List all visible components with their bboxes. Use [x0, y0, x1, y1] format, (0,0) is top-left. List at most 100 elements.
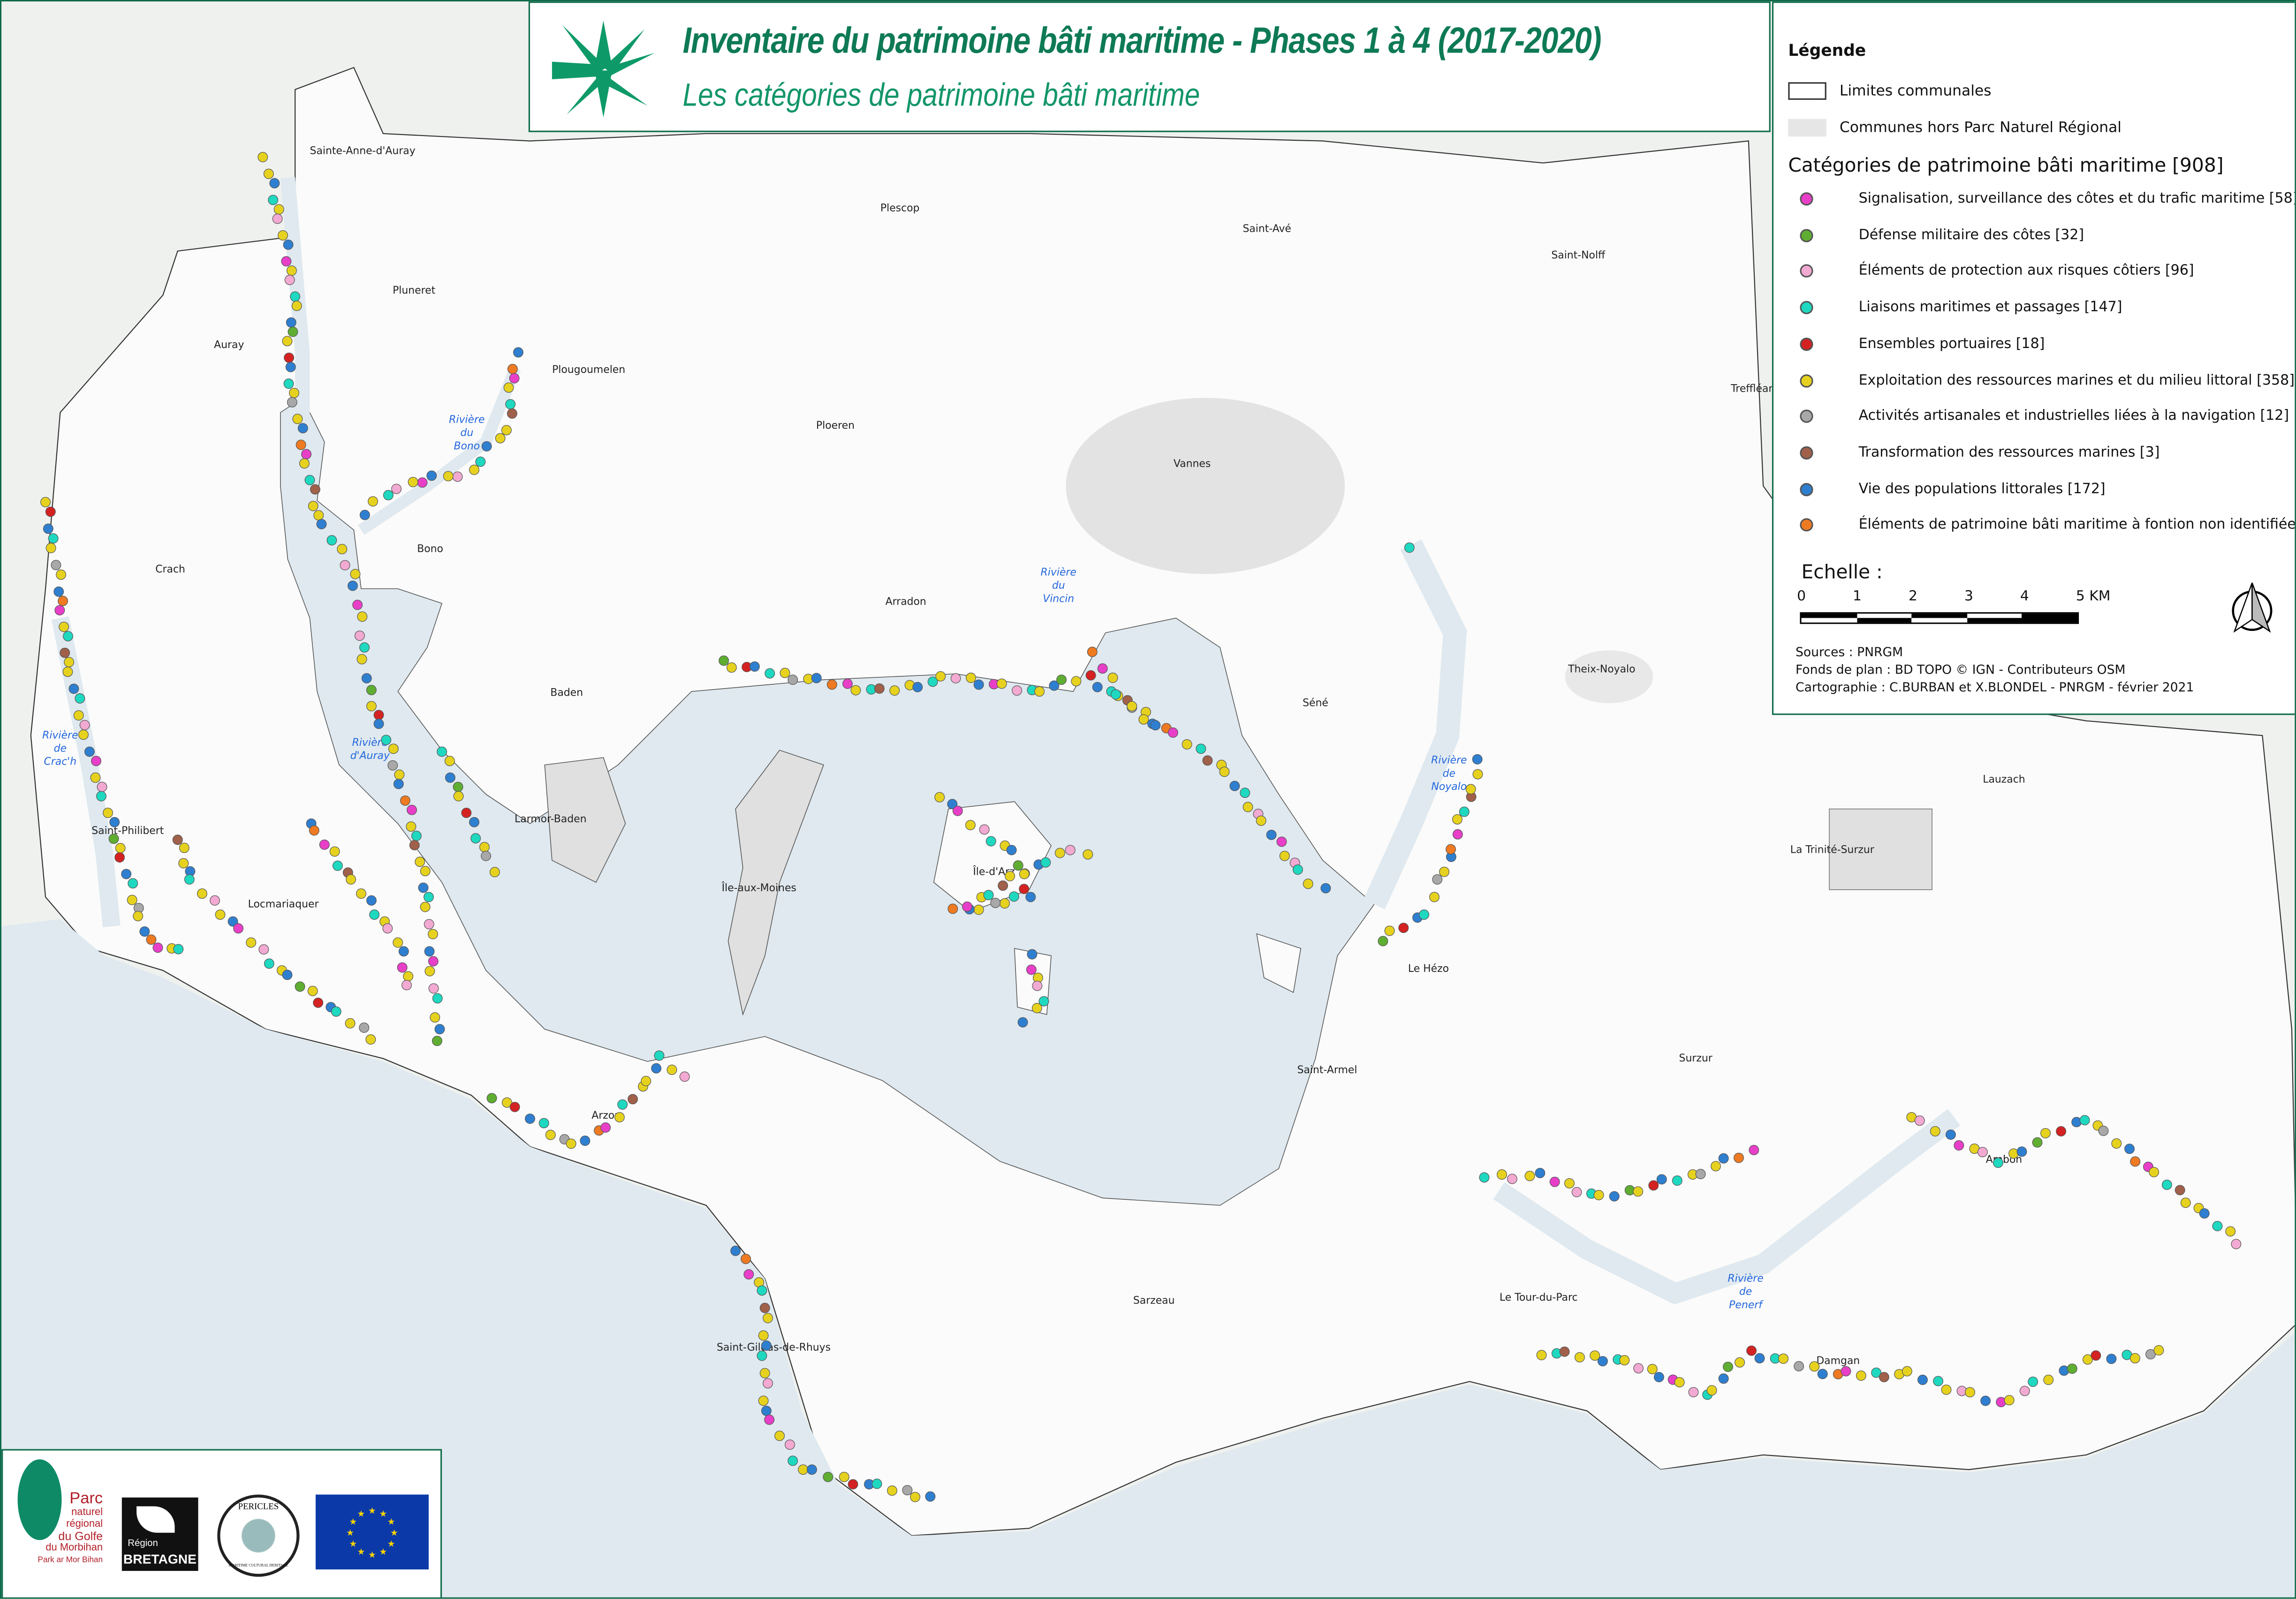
heritage-point[interactable]	[373, 710, 384, 720]
heritage-point[interactable]	[2212, 1220, 2223, 1231]
heritage-point[interactable]	[1034, 686, 1045, 697]
heritage-point[interactable]	[53, 586, 64, 597]
heritage-point[interactable]	[1292, 864, 1303, 875]
heritage-point[interactable]	[103, 808, 114, 818]
heritage-point[interactable]	[282, 336, 293, 347]
heritage-point[interactable]	[973, 679, 984, 690]
heritage-point[interactable]	[481, 441, 492, 452]
heritage-point[interactable]	[654, 1050, 665, 1061]
heritage-point[interactable]	[289, 387, 299, 398]
heritage-point[interactable]	[1019, 869, 1030, 879]
heritage-point[interactable]	[1965, 1387, 1975, 1398]
heritage-point[interactable]	[426, 470, 437, 481]
heritage-point[interactable]	[406, 821, 417, 832]
heritage-point[interactable]	[417, 477, 428, 488]
heritage-point[interactable]	[301, 449, 312, 460]
heritage-point[interactable]	[432, 1036, 442, 1046]
heritage-point[interactable]	[356, 654, 367, 665]
heritage-point[interactable]	[1902, 1366, 1912, 1377]
heritage-point[interactable]	[1013, 860, 1023, 871]
heritage-point[interactable]	[811, 673, 822, 683]
heritage-point[interactable]	[424, 892, 434, 902]
heritage-point[interactable]	[263, 168, 274, 179]
heritage-point[interactable]	[1026, 964, 1037, 975]
heritage-point[interactable]	[75, 693, 85, 704]
heritage-point[interactable]	[284, 274, 295, 285]
heritage-point[interactable]	[1040, 857, 1051, 868]
heritage-point[interactable]	[1619, 1355, 1630, 1365]
heritage-point[interactable]	[874, 683, 885, 694]
heritage-point[interactable]	[2032, 1137, 2043, 1148]
heritage-point[interactable]	[434, 1024, 445, 1035]
heritage-point[interactable]	[43, 523, 53, 534]
heritage-point[interactable]	[1574, 1352, 1585, 1363]
heritage-point[interactable]	[784, 1439, 795, 1450]
heritage-point[interactable]	[173, 944, 184, 955]
heritage-point[interactable]	[1054, 848, 1065, 858]
heritage-point[interactable]	[246, 937, 257, 948]
heritage-point[interactable]	[1674, 1377, 1685, 1387]
heritage-point[interactable]	[743, 1269, 754, 1280]
heritage-point[interactable]	[850, 685, 861, 696]
heritage-point[interactable]	[934, 792, 945, 803]
heritage-point[interactable]	[780, 667, 790, 678]
heritage-point[interactable]	[366, 895, 377, 906]
heritage-point[interactable]	[63, 631, 73, 642]
heritage-point[interactable]	[475, 456, 486, 467]
heritage-point[interactable]	[407, 804, 417, 815]
heritage-point[interactable]	[268, 195, 279, 205]
heritage-point[interactable]	[387, 760, 398, 771]
heritage-point[interactable]	[2091, 1350, 2101, 1361]
heritage-point[interactable]	[479, 842, 490, 852]
heritage-point[interactable]	[115, 843, 126, 854]
heritage-point[interactable]	[121, 869, 132, 879]
heritage-point[interactable]	[366, 685, 377, 696]
heritage-point[interactable]	[1439, 866, 1450, 877]
heritage-point[interactable]	[1465, 784, 1476, 795]
heritage-point[interactable]	[292, 414, 303, 424]
heritage-point[interactable]	[2124, 1144, 2135, 1154]
heritage-point[interactable]	[428, 929, 438, 940]
heritage-point[interactable]	[461, 808, 472, 818]
heritage-point[interactable]	[424, 919, 434, 930]
heritage-point[interactable]	[947, 903, 958, 914]
heritage-point[interactable]	[2040, 1128, 2051, 1138]
heritage-point[interactable]	[1432, 874, 1443, 885]
heritage-point[interactable]	[393, 779, 404, 789]
heritage-point[interactable]	[1647, 1364, 1658, 1374]
heritage-point[interactable]	[2180, 1197, 2191, 1208]
heritage-point[interactable]	[495, 433, 506, 444]
heritage-point[interactable]	[402, 980, 412, 991]
heritage-point[interactable]	[1695, 1169, 1706, 1179]
heritage-point[interactable]	[62, 667, 73, 677]
heritage-point[interactable]	[329, 846, 340, 857]
heritage-point[interactable]	[509, 373, 520, 384]
heritage-point[interactable]	[299, 458, 310, 469]
heritage-point[interactable]	[2225, 1226, 2236, 1237]
heritage-point[interactable]	[453, 791, 464, 802]
heritage-point[interactable]	[313, 510, 324, 521]
heritage-point[interactable]	[2067, 1364, 2077, 1374]
heritage-point[interactable]	[1856, 1370, 1866, 1381]
heritage-point[interactable]	[394, 769, 405, 780]
heritage-point[interactable]	[973, 904, 984, 915]
heritage-point[interactable]	[84, 746, 95, 757]
heritage-point[interactable]	[1954, 1140, 1964, 1151]
heritage-point[interactable]	[297, 423, 308, 433]
heritage-point[interactable]	[1778, 1353, 1789, 1364]
heritage-point[interactable]	[2149, 1167, 2160, 1177]
heritage-point[interactable]	[290, 291, 301, 302]
heritage-point[interactable]	[2079, 1115, 2090, 1126]
heritage-point[interactable]	[332, 860, 343, 871]
heritage-point[interactable]	[757, 1285, 767, 1296]
heritage-point[interactable]	[2106, 1354, 2117, 1364]
heritage-point[interactable]	[927, 676, 938, 687]
heritage-point[interactable]	[1535, 1167, 1546, 1178]
heritage-point[interactable]	[1182, 739, 1192, 750]
heritage-point[interactable]	[1017, 1017, 1028, 1028]
heritage-point[interactable]	[109, 817, 120, 827]
heritage-point[interactable]	[614, 1112, 625, 1122]
heritage-point[interactable]	[580, 1136, 591, 1146]
heritage-point[interactable]	[1706, 1385, 1717, 1396]
heritage-point[interactable]	[444, 756, 455, 766]
